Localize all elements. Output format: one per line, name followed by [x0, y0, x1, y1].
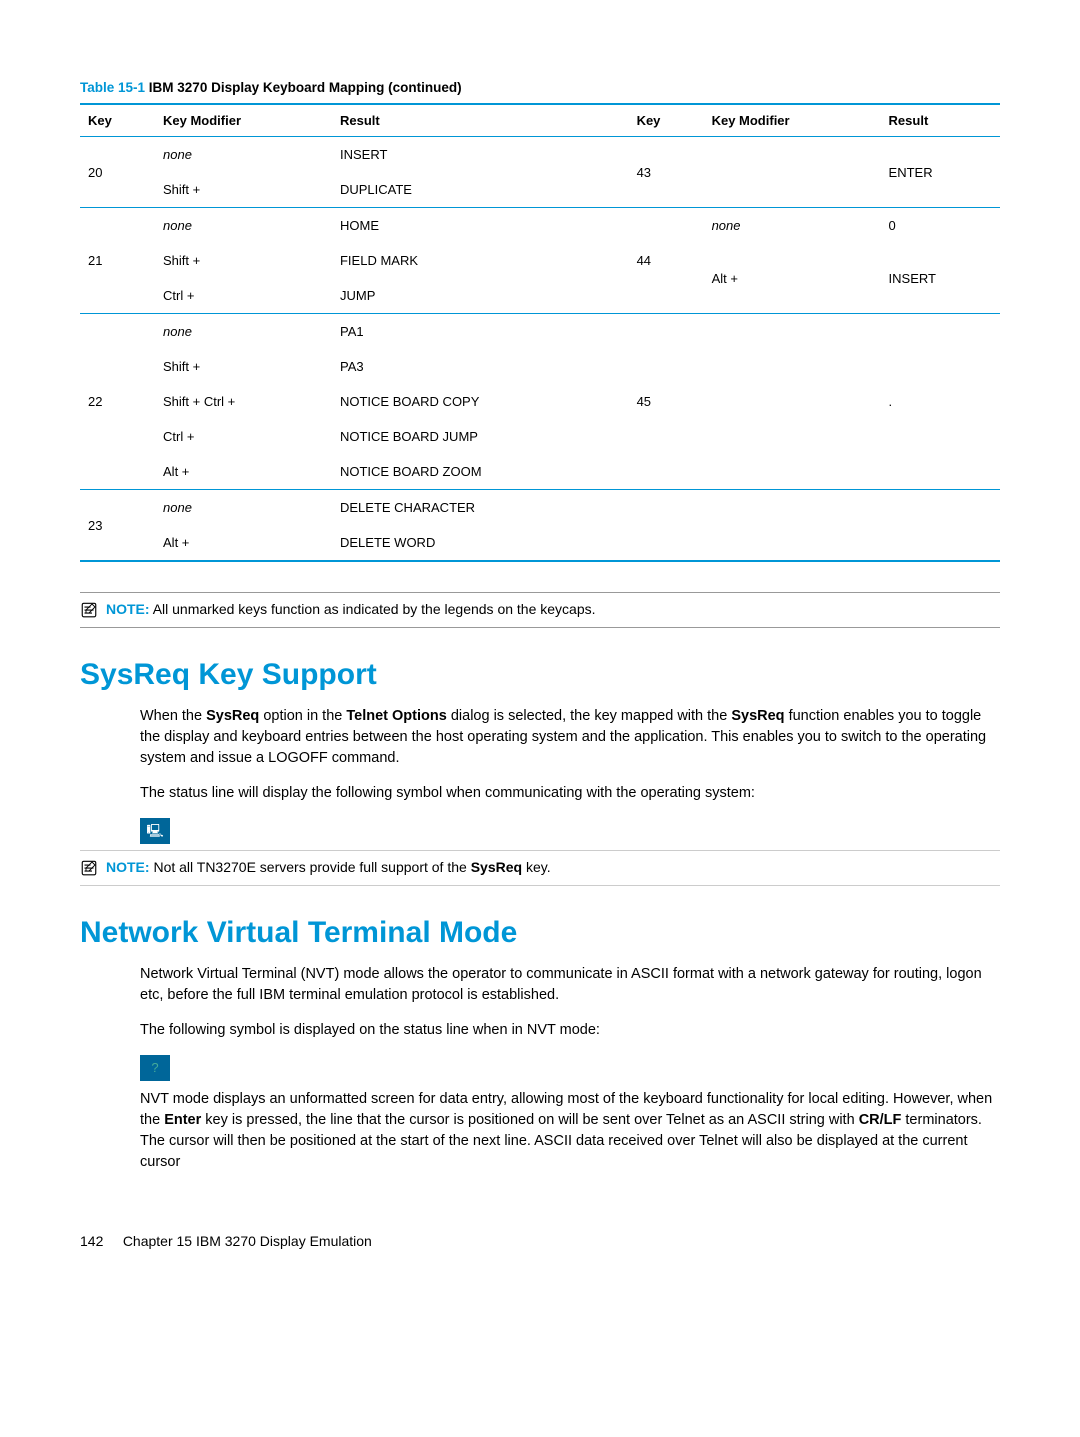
paragraph: The status line will display the followi…: [140, 783, 1000, 804]
table-row: 21 none HOME 44 none 0: [80, 208, 1000, 244]
result-cell: INSERT: [332, 137, 629, 173]
note-body: All unmarked keys function as indicated …: [153, 601, 596, 617]
keyboard-mapping-table: Key Key Modifier Result Key Key Modifier…: [80, 103, 1000, 562]
note-block: NOTE: Not all TN3270E servers provide fu…: [80, 850, 1000, 886]
result-cell: NOTICE BOARD ZOOM: [332, 454, 629, 490]
result-cell: DELETE WORD: [332, 525, 629, 561]
section1-body: When the SysReq option in the Telnet Opt…: [140, 706, 1000, 804]
key-cell: 43: [629, 137, 704, 208]
result-cell: DELETE CHARACTER: [332, 490, 629, 526]
paragraph: Network Virtual Terminal (NVT) mode allo…: [140, 964, 1000, 1006]
mod-cell: [704, 137, 881, 208]
mod-cell: Alt +: [155, 525, 332, 561]
table-number: Table 15-1: [80, 80, 145, 95]
note-icon: [80, 859, 98, 877]
table-row: 23 none DELETE CHARACTER: [80, 490, 1000, 526]
note-block: NOTE: All unmarked keys function as indi…: [80, 592, 1000, 628]
mod-cell: Ctrl +: [155, 278, 332, 314]
key-cell: 44: [629, 208, 704, 314]
mod-cell: none: [155, 208, 332, 244]
key-cell: 21: [80, 208, 155, 314]
mod-cell: Alt +: [704, 243, 881, 314]
mod-cell: Shift + Ctrl +: [155, 384, 332, 419]
result-cell: HOME: [332, 208, 629, 244]
key-cell: 45: [629, 314, 704, 490]
col-modifier: Key Modifier: [155, 104, 332, 137]
table-row: Shift + FIELD MARK Alt + INSERT: [80, 243, 1000, 278]
mod-cell: Alt +: [155, 454, 332, 490]
mod-cell: none: [704, 208, 881, 244]
note-icon: [80, 601, 98, 619]
note-label: NOTE:: [106, 601, 150, 617]
page-footer: 142 Chapter 15 IBM 3270 Display Emulatio…: [80, 1233, 1000, 1249]
result-cell: ENTER: [881, 137, 1000, 208]
result-cell: DUPLICATE: [332, 172, 629, 208]
mod-cell: Shift +: [155, 243, 332, 278]
chapter-label: Chapter 15 IBM 3270 Display Emulation: [123, 1233, 372, 1249]
table-row: 20 none INSERT 43 ENTER: [80, 137, 1000, 173]
col-result2: Result: [881, 104, 1000, 137]
paragraph: NVT mode displays an unformatted screen …: [140, 1089, 1000, 1173]
paragraph: When the SysReq option in the Telnet Opt…: [140, 706, 1000, 769]
col-key: Key: [80, 104, 155, 137]
mod-cell: Shift +: [155, 172, 332, 208]
note-text: NOTE: All unmarked keys function as indi…: [106, 601, 596, 617]
result-cell: .: [881, 314, 1000, 490]
col-modifier2: Key Modifier: [704, 104, 881, 137]
table-caption: Table 15-1 IBM 3270 Display Keyboard Map…: [80, 80, 1000, 95]
status-symbol-nvt: ?: [140, 1055, 170, 1081]
result-cell: PA1: [332, 314, 629, 350]
note-text: NOTE: Not all TN3270E servers provide fu…: [106, 859, 551, 875]
mod-cell: [704, 314, 881, 490]
result-cell: NOTICE BOARD COPY: [332, 384, 629, 419]
result-cell: JUMP: [332, 278, 629, 314]
key-cell: 23: [80, 490, 155, 562]
col-key2: Key: [629, 104, 704, 137]
col-result: Result: [332, 104, 629, 137]
table-desc: IBM 3270 Display Keyboard Mapping (conti…: [149, 80, 462, 95]
mod-cell: Shift +: [155, 349, 332, 384]
heading-nvt: Network Virtual Terminal Mode: [80, 916, 1000, 950]
note-label: NOTE:: [106, 859, 150, 875]
result-cell: NOTICE BOARD JUMP: [332, 419, 629, 454]
heading-sysreq: SysReq Key Support: [80, 658, 1000, 692]
status-symbol-sysreq: 🖳: [140, 818, 170, 844]
result-cell: PA3: [332, 349, 629, 384]
key-cell: 22: [80, 314, 155, 490]
mod-cell: none: [155, 490, 332, 526]
page-number: 142: [80, 1233, 103, 1249]
mod-cell: none: [155, 314, 332, 350]
section2-body: Network Virtual Terminal (NVT) mode allo…: [140, 964, 1000, 1041]
result-cell: FIELD MARK: [332, 243, 629, 278]
mod-cell: none: [155, 137, 332, 173]
key-cell: 20: [80, 137, 155, 208]
result-cell: INSERT: [881, 243, 1000, 314]
result-cell: 0: [881, 208, 1000, 244]
table-row: 22 none PA1 45 .: [80, 314, 1000, 350]
mod-cell: Ctrl +: [155, 419, 332, 454]
section2-body2: NVT mode displays an unformatted screen …: [140, 1089, 1000, 1173]
paragraph: The following symbol is displayed on the…: [140, 1020, 1000, 1041]
